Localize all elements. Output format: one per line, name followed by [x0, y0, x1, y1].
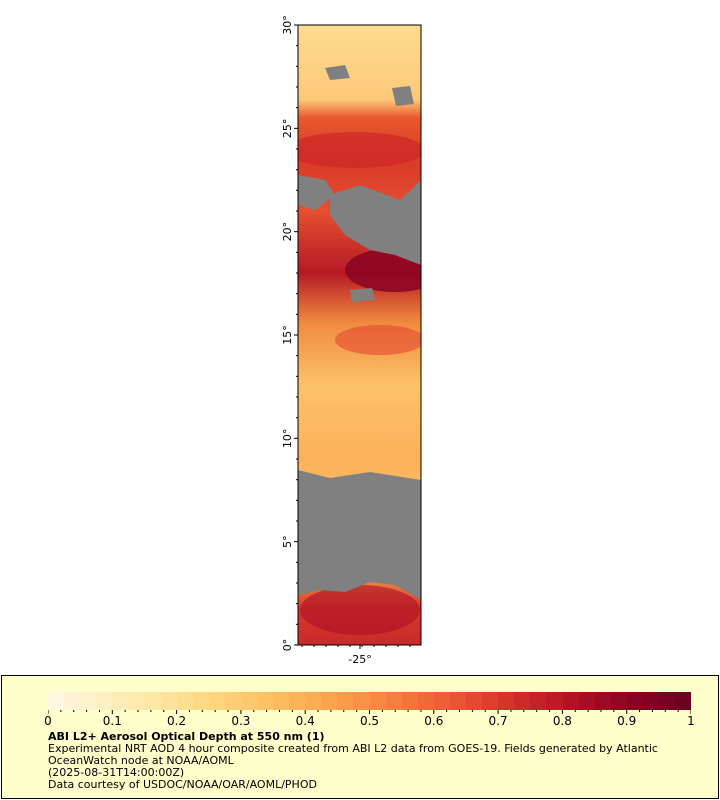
colorbar-label: 0.1: [102, 714, 122, 728]
aod-field: [298, 25, 421, 645]
colorbar-cell: [257, 692, 274, 710]
colorbar-cell: [578, 692, 595, 710]
colorbar-label: 0.5: [359, 714, 380, 728]
colorbar-cell: [337, 692, 354, 710]
no-data-region: [298, 175, 335, 210]
longitude-axis: -25°: [301, 645, 411, 666]
colorbar-cell: [273, 692, 290, 710]
no-data-region: [330, 180, 421, 265]
colorbar-cell: [208, 692, 225, 710]
latitude-axis: 0° 5° 10° 15° 20° 25° 30°: [281, 15, 298, 651]
legend-title: ABI L2+ Aerosol Optical Depth at 550 nm …: [48, 730, 325, 743]
dense-aerosol-plume: [345, 248, 421, 292]
colorbar-cell: [401, 692, 418, 710]
colorbar-cell: [128, 692, 145, 710]
legend-timestamp: (2025-08-31T14:00:00Z): [48, 766, 185, 779]
legend-description: Experimental NRT AOD 4 hour composite cr…: [48, 742, 658, 767]
colorbar-cell: [562, 692, 579, 710]
aerosol-band: [300, 585, 420, 635]
latitude-label: 0°: [281, 639, 294, 652]
aerosol-band: [298, 132, 421, 168]
colorbar-label: 0: [44, 714, 52, 728]
colorbar-cell: [48, 692, 65, 710]
colorbar-cell: [498, 692, 515, 710]
aod-map: 0° 5° 10° 15° 20° 25° 30° -25°: [281, 15, 422, 666]
colorbar-cell: [658, 692, 676, 710]
latitude-label: 30°: [281, 15, 294, 35]
colorbar-cell: [466, 692, 483, 710]
latitude-label: 10°: [281, 429, 294, 449]
colorbar-cell: [610, 692, 627, 710]
colorbar-cell: [514, 692, 531, 710]
no-data-region: [325, 65, 350, 80]
no-data-region: [392, 86, 414, 106]
colorbar-cell: [224, 692, 241, 710]
colorbar-cell: [80, 692, 97, 710]
colorbar: [48, 692, 692, 710]
colorbar-cell: [594, 692, 611, 710]
colorbar-label: 0.2: [167, 714, 187, 728]
map-area: 0° 5° 10° 15° 20° 25° 30° -25°: [281, 15, 422, 666]
colorbar-cell: [626, 692, 643, 710]
colorbar-label: 0.3: [231, 714, 251, 728]
colorbar-cell: [289, 692, 306, 710]
no-data-region: [350, 288, 375, 302]
colorbar-label: 0.6: [424, 714, 444, 728]
colorbar-cell: [321, 692, 338, 710]
colorbar-cell: [642, 692, 659, 710]
colorbar-label: 0.8: [552, 714, 572, 728]
colorbar-cell: [305, 692, 322, 710]
colorbar-cell: [176, 692, 193, 710]
colorbar-label: 1: [687, 714, 695, 728]
colorbar-cell: [160, 692, 177, 710]
colorbar-cell: [546, 692, 563, 710]
colorbar-cell: [240, 692, 258, 710]
colorbar-cell: [96, 692, 113, 710]
colorbar-label: 0.9: [617, 714, 637, 728]
latitude-label: 5°: [281, 535, 294, 548]
no-data-region: [298, 470, 421, 600]
colorbar-cell: [112, 692, 129, 710]
colorbar-cell: [64, 692, 81, 710]
colorbar-cell: [675, 692, 692, 710]
colorbar-label: 0.4: [295, 714, 315, 728]
colorbar-label: 0.7: [488, 714, 508, 728]
no-data-region: [305, 496, 320, 506]
colorbar-cell: [353, 692, 370, 710]
legend-text: ABI L2+ Aerosol Optical Depth at 550 nm …: [48, 731, 708, 791]
longitude-label: -25°: [348, 653, 371, 666]
colorbar-cell: [369, 692, 386, 710]
colorbar-cell: [385, 692, 402, 710]
colorbar-cell: [482, 692, 499, 710]
colorbar-cell: [417, 692, 434, 710]
latitude-label: 15°: [281, 325, 294, 345]
colorbar-cell: [433, 692, 450, 710]
colorbar-cell: [192, 692, 209, 710]
colorbar-cell: [449, 692, 467, 710]
colorbar-cell: [530, 692, 547, 710]
colorbar-ticks: [48, 710, 691, 714]
colorbar-labels: 0 0.1 0.2 0.3 0.4 0.5 0.6 0.7 0.8 0.9 1: [44, 714, 695, 728]
aerosol-band: [335, 325, 421, 355]
latitude-label: 25°: [281, 119, 294, 139]
latitude-label: 20°: [281, 222, 294, 242]
colorbar-cell: [144, 692, 161, 710]
legend-panel: 0 0.1 0.2 0.3 0.4 0.5 0.6 0.7 0.8 0.9 1 ABI L2+ Ae…: [1, 675, 719, 799]
legend-credit: Data courtesy of USDOC/NOAA/OAR/AOML/PHO…: [48, 778, 317, 791]
